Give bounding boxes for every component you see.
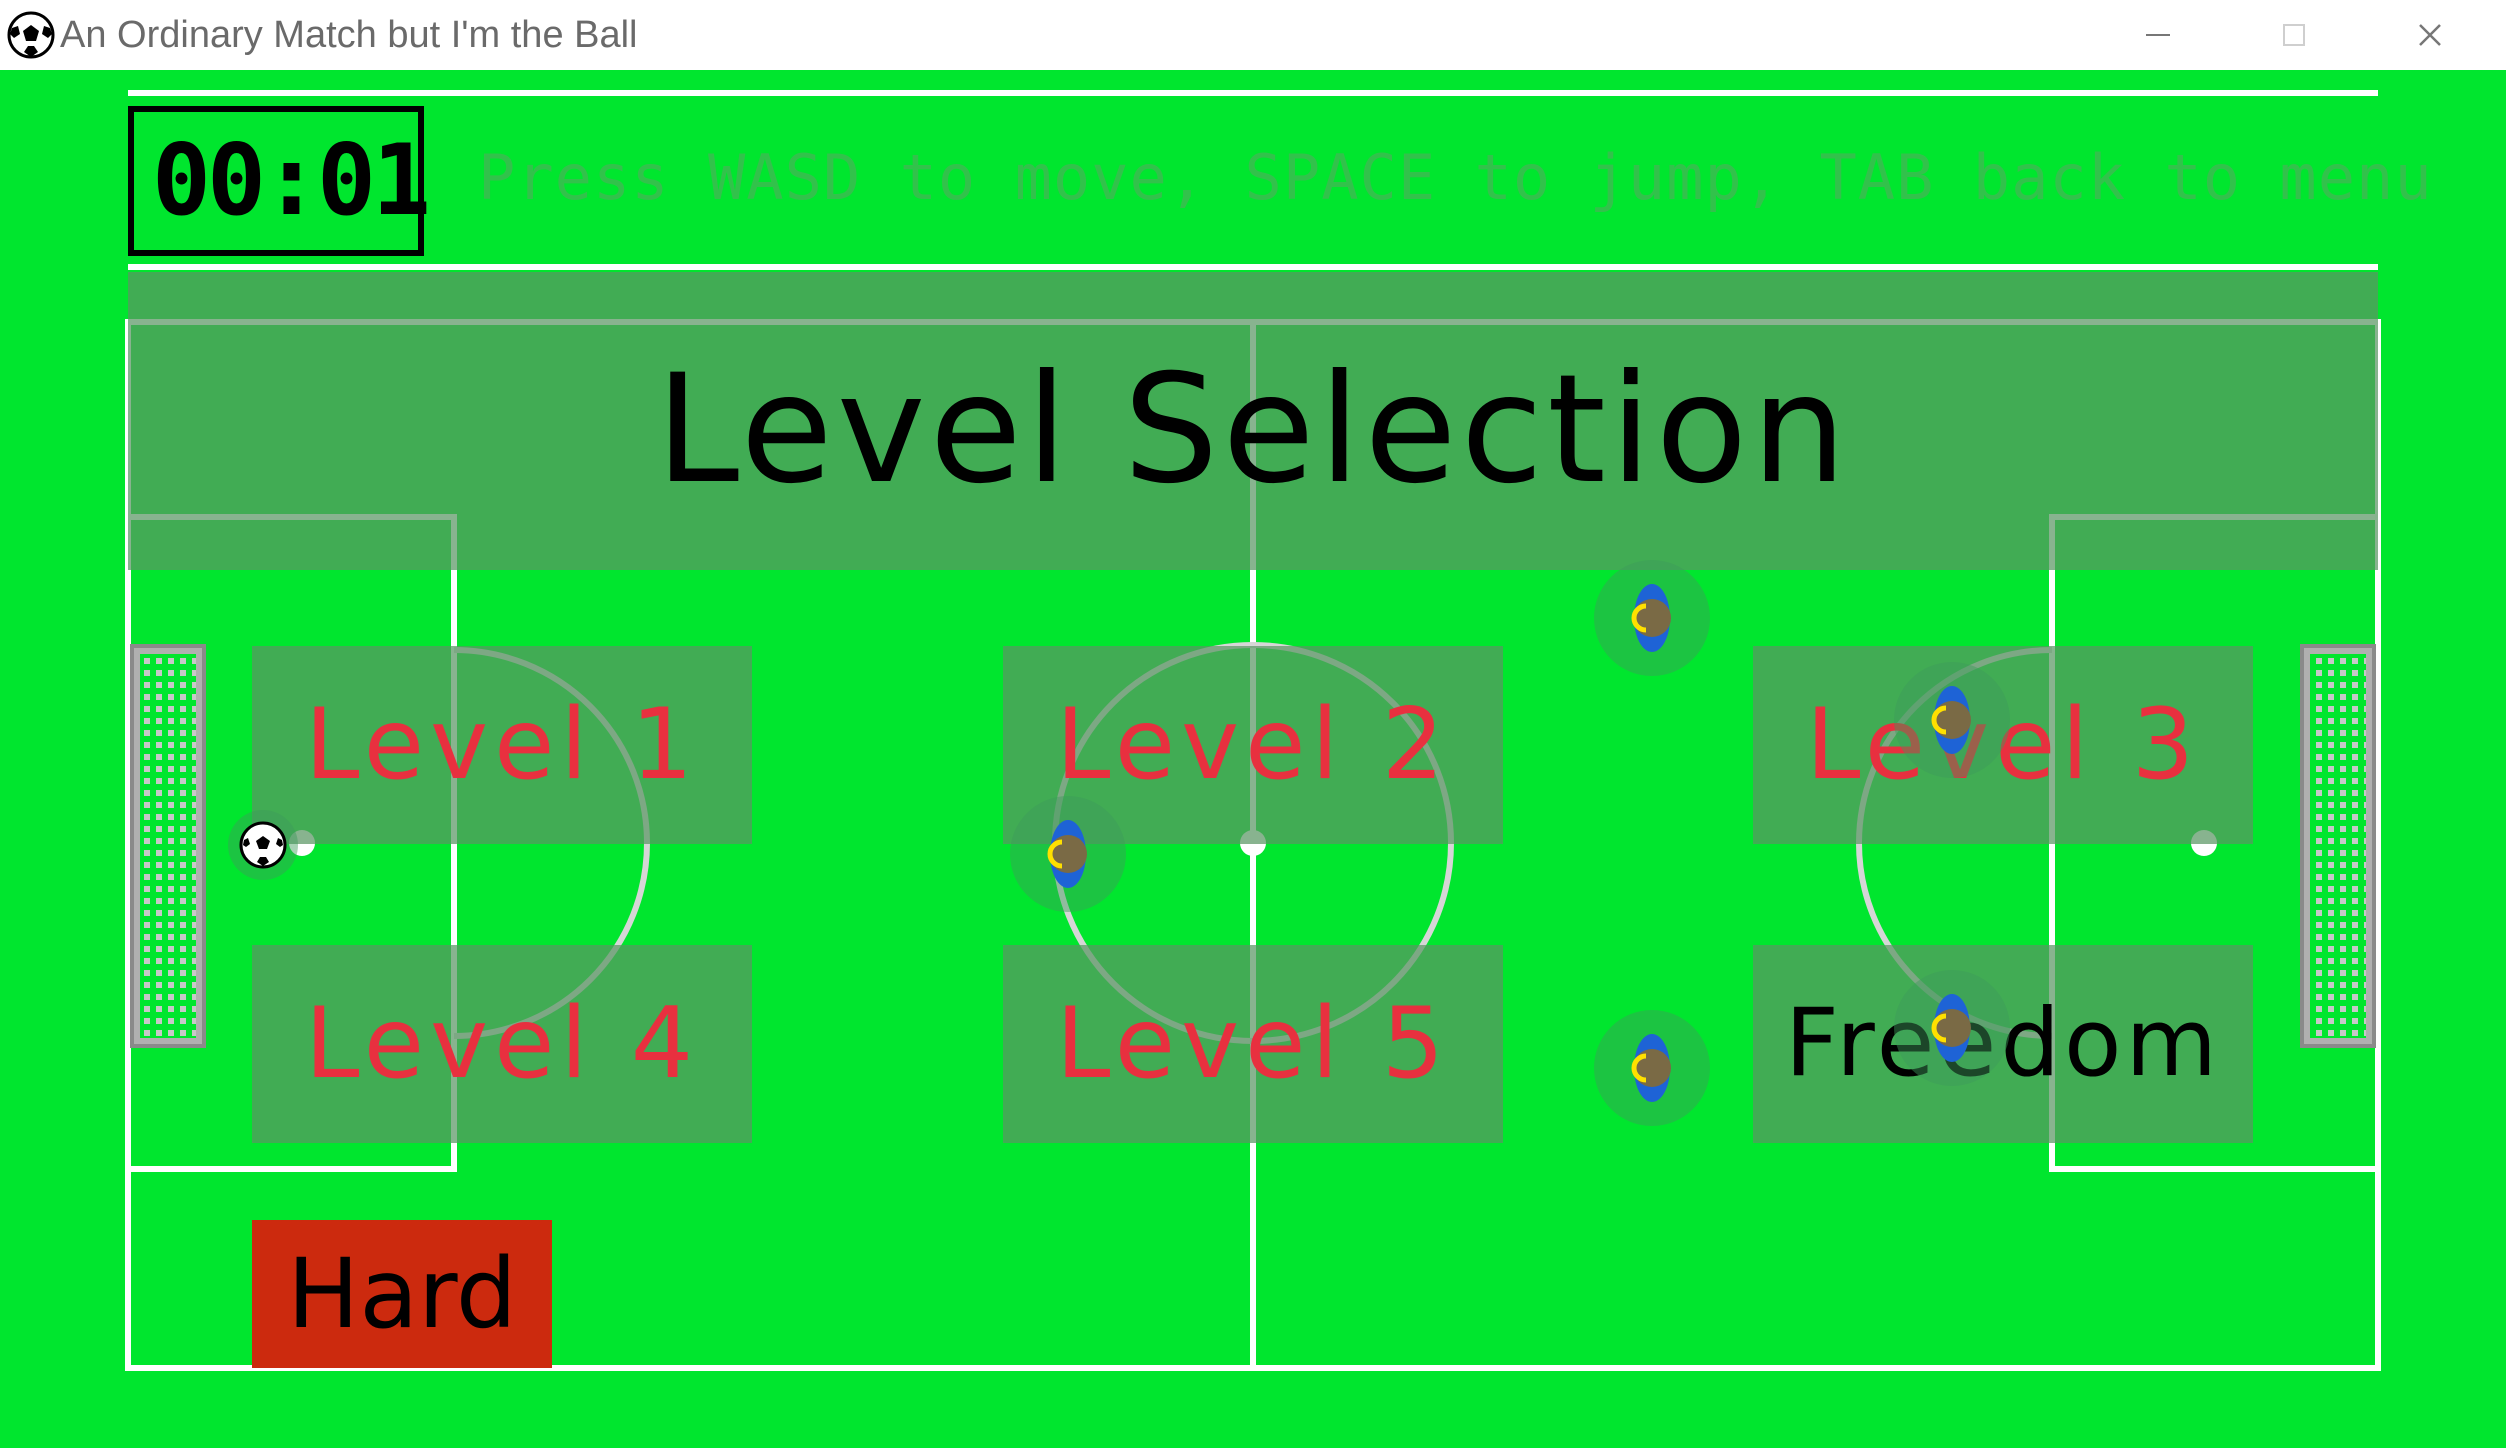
level-3-button[interactable]: Level 3: [1753, 646, 2253, 844]
window-title: An Ordinary Match but I'm the Ball: [60, 14, 638, 56]
close-button[interactable]: [2362, 0, 2498, 70]
level-5-label: Level 5: [1055, 987, 1451, 1101]
player-sprite: [1894, 662, 2010, 778]
timer: 00:01: [152, 124, 431, 238]
game-canvas: 00:01 Press WASD to move, SPACE to jump,…: [0, 70, 2506, 1448]
player-sprite: [1594, 560, 1710, 676]
level-2-label: Level 2: [1055, 688, 1451, 802]
player-sprite: [1594, 1010, 1710, 1126]
right-goal-net: [2300, 644, 2376, 1048]
minimize-icon: [2146, 34, 2170, 36]
minimize-button[interactable]: [2090, 0, 2226, 70]
level-4-button[interactable]: Level 4: [252, 945, 752, 1143]
controls-hint: Press WASD to move, SPACE to jump, TAB b…: [478, 141, 2433, 214]
soccer-ball-icon: [7, 11, 55, 59]
player-sprite: [1010, 796, 1126, 912]
maximize-button[interactable]: [2226, 0, 2362, 70]
level-1-label: Level 1: [304, 688, 700, 802]
difficulty-button[interactable]: Hard: [252, 1220, 552, 1368]
player-sprite: [1894, 970, 2010, 1086]
hud-top-line: [128, 90, 2378, 96]
maximize-icon: [2283, 24, 2305, 46]
heading-panel: [128, 272, 2378, 570]
level-4-label: Level 4: [304, 987, 700, 1101]
level-3-label: Level 3: [1805, 688, 2201, 802]
page-title: Level Selection: [655, 343, 1851, 517]
difficulty-label: Hard: [287, 1238, 517, 1350]
close-icon: [2419, 24, 2441, 46]
freedom-mode-button[interactable]: Freedom: [1753, 945, 2253, 1143]
timer-box: 00:01: [128, 106, 431, 256]
level-2-button[interactable]: Level 2: [1003, 646, 1503, 844]
level-1-button[interactable]: Level 1: [252, 646, 752, 844]
hud-bottom-line: [128, 264, 2378, 270]
freedom-label: Freedom: [1784, 989, 2222, 1098]
left-goal-net: [130, 644, 206, 1048]
soccer-ball-icon[interactable]: [228, 810, 298, 880]
window-title-bar: An Ordinary Match but I'm the Ball: [0, 0, 2506, 71]
level-5-button[interactable]: Level 5: [1003, 945, 1503, 1143]
